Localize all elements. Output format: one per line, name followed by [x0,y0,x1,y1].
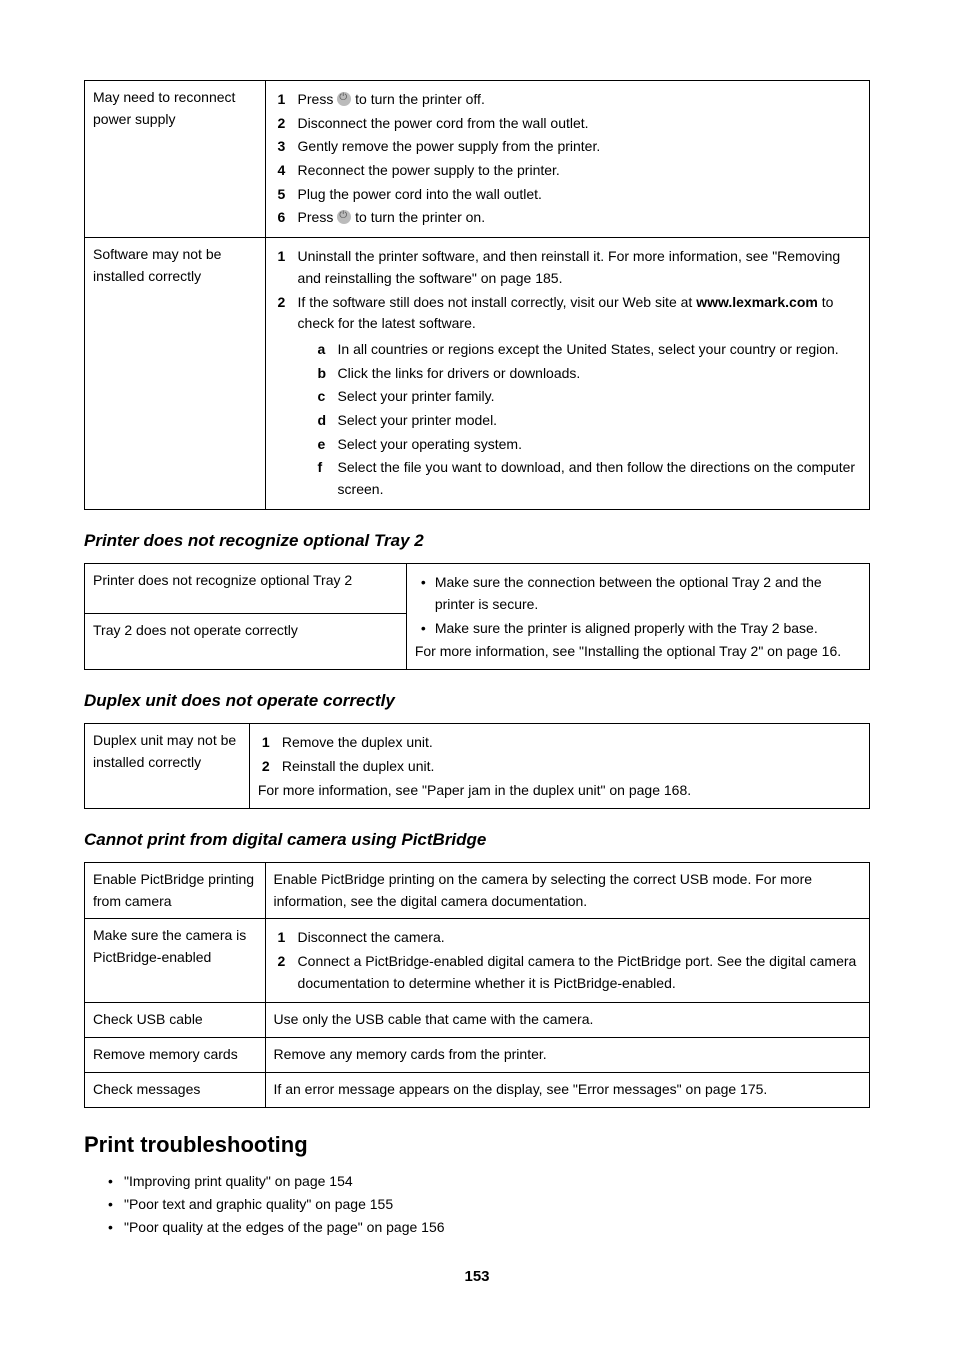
step: If the software still does not install c… [274,292,861,501]
pictbridge-table: Enable PictBridge printing from camera E… [84,862,870,1108]
cell-tray2-left1: Printer does not recognize optional Tray… [85,564,407,614]
duplex-table: Duplex unit may not be installed correct… [84,723,870,808]
cell-software-right: Uninstall the printer software, and then… [265,238,869,510]
heading-pictbridge: Cannot print from digital camera using P… [84,827,870,853]
more-info: For more information, see "Paper jam in … [258,780,861,802]
heading-print-troubleshooting: Print troubleshooting [84,1128,870,1161]
step: Uninstall the printer software, and then… [274,246,861,289]
step: Plug the power cord into the wall outlet… [274,184,861,206]
substep: Select your printer family. [316,386,861,408]
step: Gently remove the power supply from the … [274,136,861,158]
text: Press [298,209,338,225]
bullet: Make sure the printer is aligned properl… [415,618,861,640]
step: Connect a PictBridge-enabled digital cam… [274,951,861,994]
text: Press [298,91,338,107]
step: Remove the duplex unit. [258,732,861,754]
link-item[interactable]: "Poor quality at the edges of the page" … [108,1217,870,1238]
step: Reconnect the power supply to the printe… [274,160,861,182]
cell-pb-r3r: Use only the USB cable that came with th… [265,1003,869,1038]
substep: Select your printer model. [316,410,861,432]
substep: Select your operating system. [316,434,861,456]
cell-reconnect-left: May need to reconnect power supply [85,81,266,238]
cell-pb-r2r: Disconnect the camera. Connect a PictBri… [265,919,869,1003]
cell-pb-r4l: Remove memory cards [85,1038,266,1073]
text: to turn the printer off. [351,91,485,107]
cell-pb-r5l: Check messages [85,1072,266,1107]
cell-tray2-left2: Tray 2 does not operate correctly [85,613,407,669]
power-icon [337,210,351,224]
substep: Click the links for drivers or downloads… [316,363,861,385]
substep: In all countries or regions except the U… [316,339,861,361]
troubleshooting-links: "Improving print quality" on page 154 "P… [108,1171,870,1238]
tray2-table: Printer does not recognize optional Tray… [84,563,870,670]
link-item[interactable]: "Improving print quality" on page 154 [108,1171,870,1192]
text: If the software still does not install c… [298,294,697,310]
cell-reconnect-right: Press to turn the printer off. Disconnec… [265,81,869,238]
cell-pb-r3l: Check USB cable [85,1003,266,1038]
lexmark-url: www.lexmark.com [696,294,818,310]
cell-pb-r1r: Enable PictBridge printing on the camera… [265,863,869,919]
page-number: 153 [84,1266,870,1289]
cell-tray2-right: Make sure the connection between the opt… [406,564,869,670]
cell-pb-r2l: Make sure the camera is PictBridge-enabl… [85,919,266,1003]
cell-pb-r5r: If an error message appears on the displ… [265,1072,869,1107]
cell-duplex-right: Remove the duplex unit. Reinstall the du… [249,724,869,808]
bullet: Make sure the connection between the opt… [415,572,861,615]
cell-pb-r4r: Remove any memory cards from the printer… [265,1038,869,1073]
more-info: For more information, see "Installing th… [415,641,861,663]
step: Press to turn the printer on. [274,207,861,229]
reconnect-software-table: May need to reconnect power supply Press… [84,80,870,510]
link-item[interactable]: "Poor text and graphic quality" on page … [108,1194,870,1215]
heading-duplex: Duplex unit does not operate correctly [84,688,870,714]
step: Disconnect the power cord from the wall … [274,113,861,135]
step: Press to turn the printer off. [274,89,861,111]
cell-pb-r1l: Enable PictBridge printing from camera [85,863,266,919]
cell-software-left: Software may not be installed correctly [85,238,266,510]
power-icon [337,92,351,106]
heading-tray2: Printer does not recognize optional Tray… [84,528,870,554]
substep: Select the file you want to download, an… [316,457,861,500]
step: Disconnect the camera. [274,927,861,949]
cell-duplex-left: Duplex unit may not be installed correct… [85,724,250,808]
step: Reinstall the duplex unit. [258,756,861,778]
text: to turn the printer on. [351,209,485,225]
